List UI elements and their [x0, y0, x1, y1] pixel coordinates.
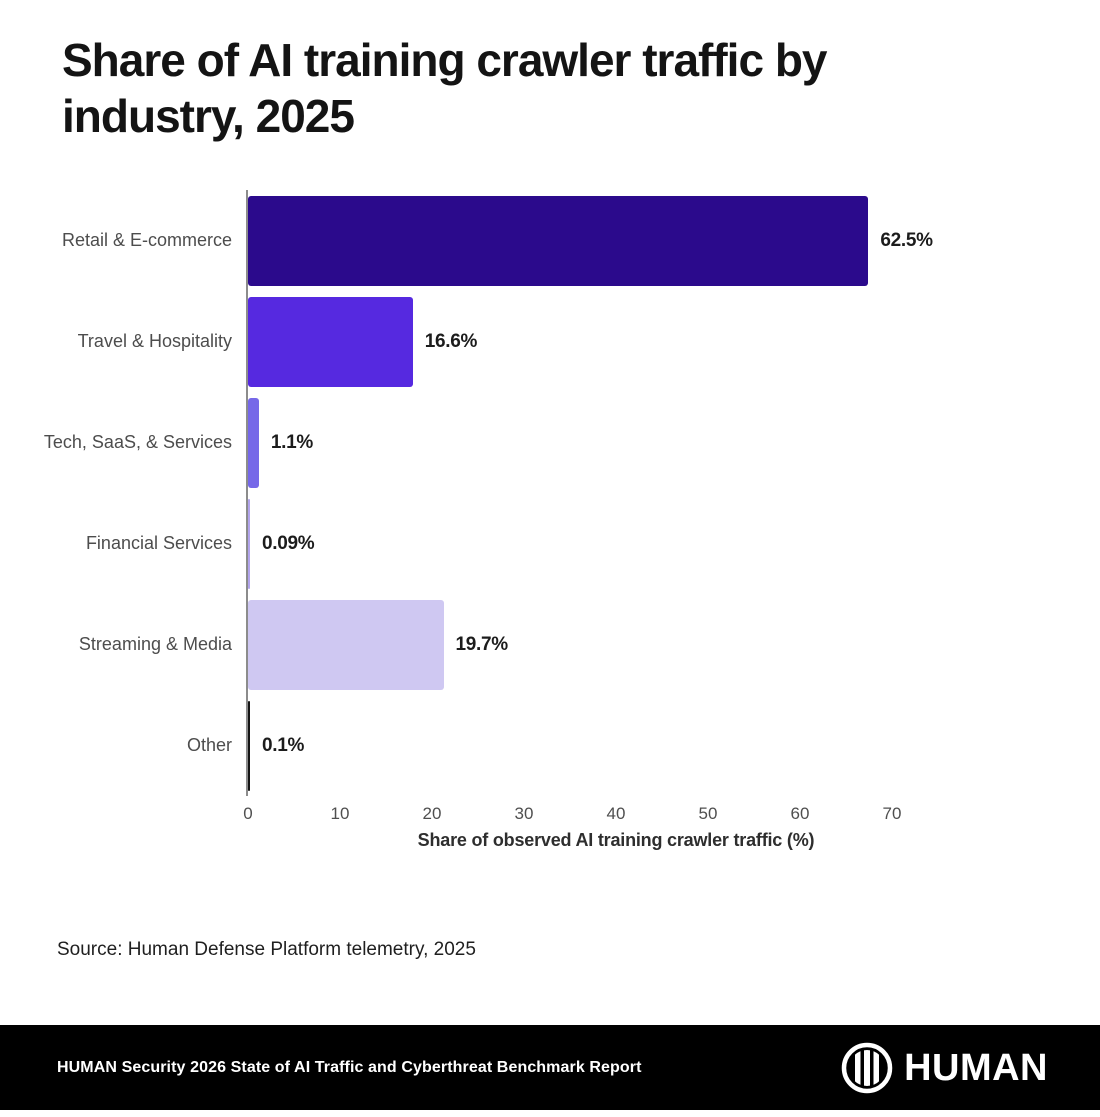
chart-title: Share of AI training crawler traffic by i…	[62, 32, 1060, 144]
x-axis-ticks: 0 10 20 30 40 50 60 70	[243, 796, 984, 824]
category-label: Other	[186, 734, 232, 755]
value-label: 19.7%	[455, 633, 509, 655]
bar-row: Streaming & Media 19.7%	[0, 594, 1042, 696]
x-tick-label: 60	[790, 804, 810, 824]
bar-rows: Retail & E-commerce 62.5% Travel & Hospita…	[0, 190, 1042, 797]
x-tick-label: 0	[243, 804, 253, 824]
value-label: 0.09%	[262, 532, 315, 554]
footer-report-title: HUMAN Security 2026 State of AI Traffic …	[57, 1058, 642, 1076]
bar	[248, 599, 444, 690]
bar-row: Other 0.1%	[0, 695, 1042, 797]
value-label: 0.1%	[262, 734, 305, 756]
chart-title-line-2: industry, 2025	[62, 90, 355, 143]
x-axis-label-row: Share of observed AI training crawler tr…	[248, 830, 984, 851]
value-label: 1.1%	[270, 431, 314, 453]
bar-track: 19.7%	[246, 594, 1042, 696]
x-tick-label: 70	[882, 804, 902, 824]
bar	[248, 195, 869, 286]
value-label: 16.6%	[424, 330, 478, 352]
bar	[248, 498, 250, 589]
bar-row: Retail & E-commerce 62.5%	[0, 190, 1042, 292]
category-label: Streaming & Media	[78, 633, 232, 654]
bar	[248, 296, 413, 387]
bar-track: 0.09%	[246, 493, 1042, 595]
category-label: Tech, SaaS, & Services	[43, 431, 232, 452]
x-axis-label: Share of observed AI training crawler tr…	[417, 830, 815, 851]
chart-title-line-1: Share of AI training crawler traffic by	[62, 34, 827, 86]
bar-row: Tech, SaaS, & Services 1.1%	[0, 392, 1042, 494]
x-tick-label: 40	[606, 804, 626, 824]
x-tick-label: 50	[698, 804, 718, 824]
category-label: Travel & Hospitality	[77, 330, 232, 351]
bar-track: 62.5%	[246, 190, 1042, 292]
bar	[248, 397, 259, 488]
value-label: 62.5%	[880, 229, 933, 251]
bar-chart: Retail & E-commerce 62.5% Travel & Hospita…	[0, 190, 1100, 851]
human-brand: HUMAN	[840, 1041, 1048, 1095]
x-tick-label: 30	[514, 804, 534, 824]
source-note: Source: Human Defense Platform telemetry…	[57, 939, 476, 961]
x-tick-label: 20	[422, 804, 442, 824]
bar-track: 1.1%	[246, 392, 1042, 494]
bar-track: 0.1%	[246, 695, 1042, 797]
bar	[248, 700, 250, 791]
category-label: Financial Services	[85, 532, 232, 553]
human-wordmark: HUMAN	[904, 1046, 1048, 1089]
footer-bar: HUMAN Security 2026 State of AI Traffic …	[0, 1025, 1100, 1110]
category-label: Retail & E-commerce	[61, 229, 232, 250]
bar-track: 16.6%	[246, 291, 1042, 393]
bar-row: Financial Services 0.09%	[0, 493, 1042, 595]
x-tick-label: 10	[330, 804, 350, 824]
human-logo-icon	[841, 1042, 893, 1093]
bar-row: Travel & Hospitality 16.6%	[0, 291, 1042, 393]
